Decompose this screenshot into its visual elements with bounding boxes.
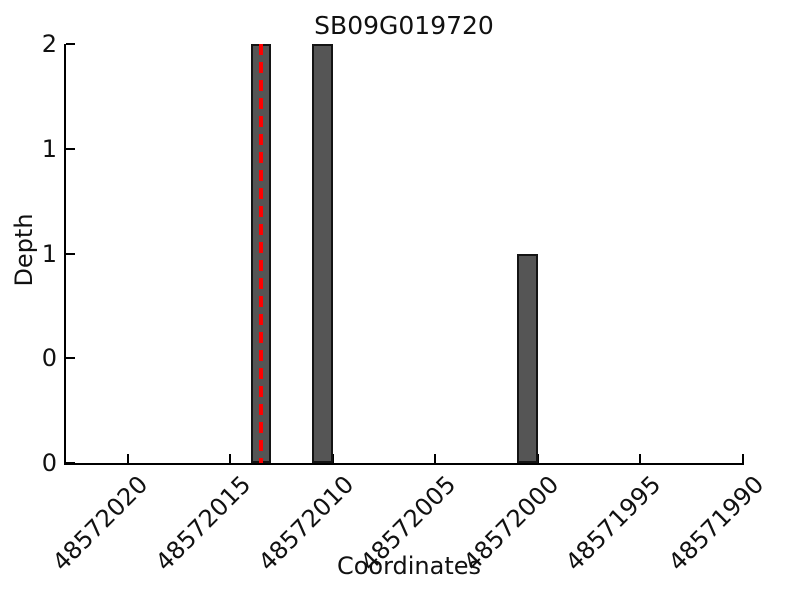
y-axis-tick <box>66 462 75 464</box>
y-axis-tick-label: 1 <box>41 239 57 268</box>
x-axis-spine <box>64 463 744 465</box>
depth-bar <box>517 253 538 463</box>
chart-title: SB09G019720 <box>314 11 494 40</box>
y-axis-tick <box>66 147 75 150</box>
x-axis-tick <box>229 454 232 463</box>
x-axis-tick <box>434 454 437 463</box>
y-axis-tick <box>66 357 75 360</box>
x-axis-tick-label: 48571990 <box>662 470 770 577</box>
y-axis-tick <box>66 252 75 255</box>
variant-position-marker-line <box>258 44 263 463</box>
x-axis-tick-label: 48572020 <box>47 470 154 577</box>
depth-bar <box>312 44 333 463</box>
x-axis-tick <box>639 454 642 463</box>
x-axis-tick <box>536 454 539 463</box>
x-axis-tick <box>742 454 744 463</box>
x-axis-tick <box>331 454 334 463</box>
y-axis-tick-label: 1 <box>41 134 57 163</box>
y-axis-tick-label: 0 <box>41 449 57 477</box>
x-axis-label: Coordinates <box>336 552 482 580</box>
y-axis-spine <box>64 44 66 465</box>
y-axis-tick-label: 2 <box>41 30 57 58</box>
y-axis-tick <box>66 43 75 45</box>
y-axis-tick-label: 0 <box>41 344 57 373</box>
x-axis-tick <box>126 454 129 463</box>
